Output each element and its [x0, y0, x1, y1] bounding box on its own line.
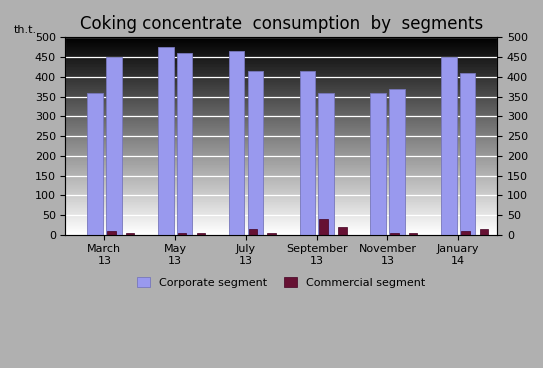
Bar [338, 227, 346, 235]
Bar [370, 93, 386, 235]
Bar [389, 89, 405, 235]
Bar [441, 57, 457, 235]
Bar [248, 71, 263, 235]
Bar [267, 233, 276, 235]
Bar [176, 53, 192, 235]
Bar [249, 229, 257, 235]
Bar [107, 231, 116, 235]
Legend: Corporate segment, Commercial segment: Corporate segment, Commercial segment [132, 273, 430, 293]
Bar [460, 73, 475, 235]
Bar [158, 47, 174, 235]
Bar [319, 219, 328, 235]
Bar [197, 233, 205, 235]
Bar [390, 233, 399, 235]
Bar [87, 93, 103, 235]
Bar [479, 229, 488, 235]
Bar [126, 233, 134, 235]
Bar [178, 233, 186, 235]
Bar [229, 51, 244, 235]
Text: th.t.: th.t. [14, 25, 37, 35]
Title: Coking concentrate  consumption  by  segments: Coking concentrate consumption by segmen… [80, 15, 483, 33]
Bar [318, 93, 334, 235]
Bar [409, 233, 418, 235]
Bar [106, 57, 122, 235]
Bar [461, 231, 470, 235]
Bar [300, 71, 315, 235]
